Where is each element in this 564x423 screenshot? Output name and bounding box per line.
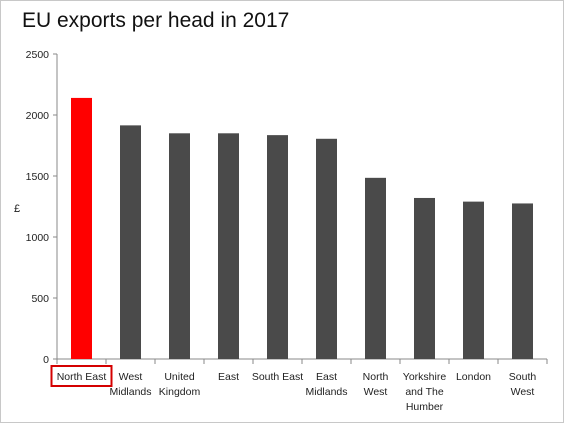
y-tick-label: 2500 [26, 49, 50, 61]
bar [316, 138, 337, 359]
chart-title: EU exports per head in 2017 [22, 9, 290, 32]
x-tick-label: East [218, 371, 239, 383]
bar [267, 135, 288, 359]
x-tick-label: South West [509, 371, 537, 398]
bar [120, 125, 141, 360]
bar-highlighted [71, 97, 92, 360]
highlight-box [50, 365, 113, 387]
x-tick-label: North West [363, 371, 389, 398]
x-tick-label: North East [57, 371, 107, 383]
x-tick-label: South East [252, 371, 303, 383]
bar [512, 203, 533, 359]
y-tick-label: 0 [43, 354, 49, 366]
x-tick-label: West Midlands [109, 371, 151, 398]
bar [365, 177, 386, 359]
y-axis-label: £ [14, 203, 20, 215]
y-tick-label: 2000 [26, 110, 50, 122]
x-tick-label: East Midlands [305, 371, 347, 398]
bar [463, 201, 484, 359]
y-tick-label: 1500 [26, 171, 50, 183]
y-tick-label: 500 [31, 293, 49, 305]
bar [218, 133, 239, 359]
x-tick-label: London [456, 371, 491, 383]
bar [414, 197, 435, 359]
x-tick-label: Yorkshire and The Humber [403, 371, 447, 413]
y-tick-label: 1000 [26, 232, 50, 244]
bar [169, 133, 190, 359]
x-tick-label: United Kingdom [159, 371, 201, 398]
